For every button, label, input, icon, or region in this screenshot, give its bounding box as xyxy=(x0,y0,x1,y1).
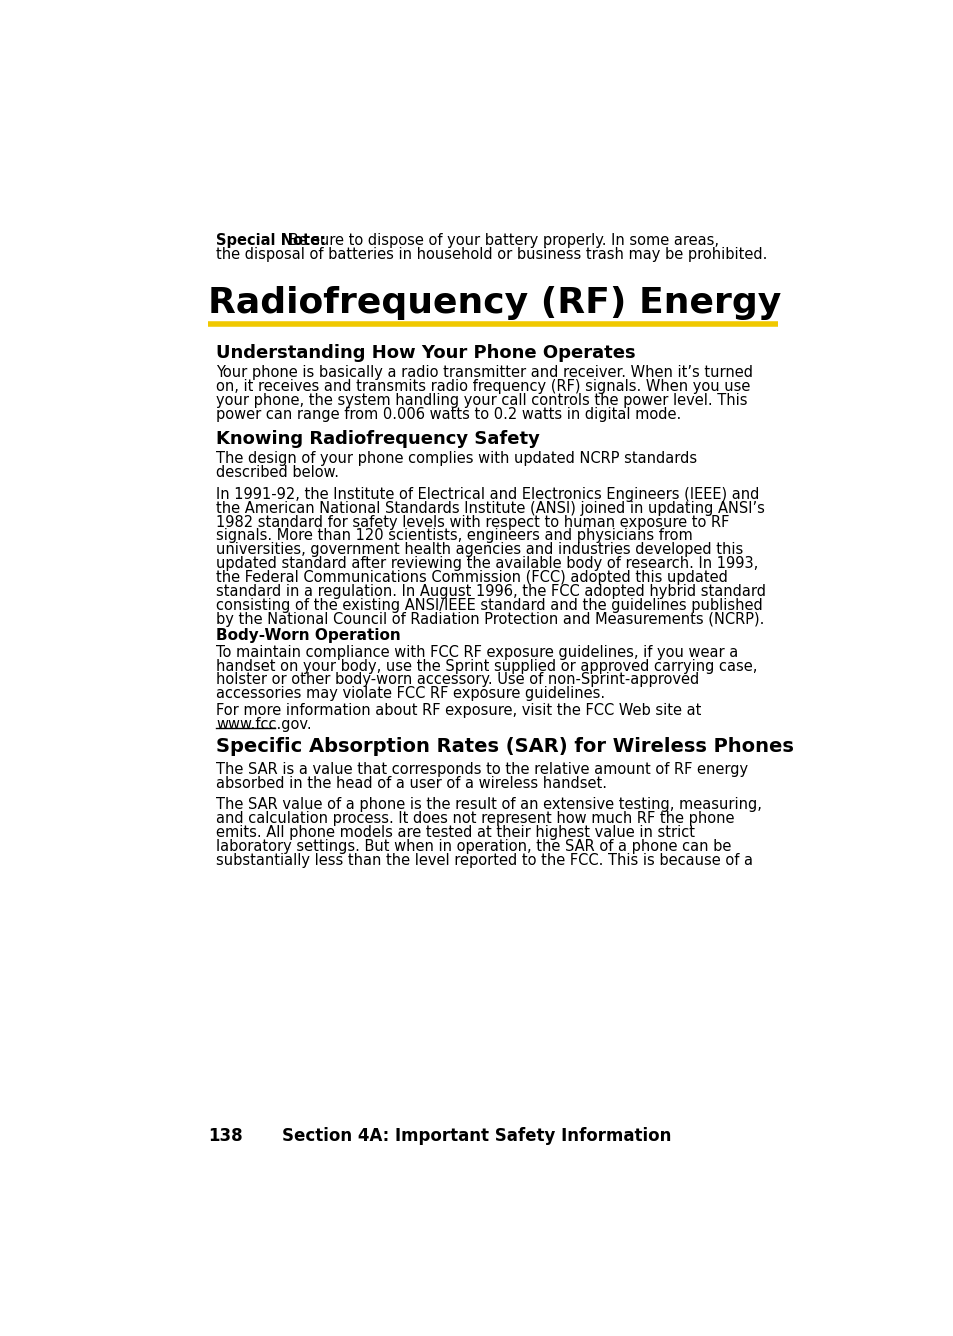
Text: updated standard after reviewing the available body of research. In 1993,: updated standard after reviewing the ava… xyxy=(216,556,758,570)
Text: handset on your body, use the Sprint supplied or approved carrying case,: handset on your body, use the Sprint sup… xyxy=(216,659,757,673)
Text: 1982 standard for safety levels with respect to human exposure to RF: 1982 standard for safety levels with res… xyxy=(216,514,729,529)
Text: universities, government health agencies and industries developed this: universities, government health agencies… xyxy=(216,542,742,557)
Text: Be sure to dispose of your battery properly. In some areas,: Be sure to dispose of your battery prope… xyxy=(284,234,719,248)
Text: laboratory settings. But when in operation, the SAR of a phone can be: laboratory settings. But when in operati… xyxy=(216,839,731,854)
Text: absorbed in the head of a user of a wireless handset.: absorbed in the head of a user of a wire… xyxy=(216,776,606,791)
Text: Section 4A: Important Safety Information: Section 4A: Important Safety Information xyxy=(282,1126,671,1145)
Text: the American National Standards Institute (ANSI) joined in updating ANSI’s: the American National Standards Institut… xyxy=(216,501,764,516)
Text: Knowing Radiofrequency Safety: Knowing Radiofrequency Safety xyxy=(216,430,539,448)
Text: described below.: described below. xyxy=(216,465,338,480)
Text: The SAR value of a phone is the result of an extensive testing, measuring,: The SAR value of a phone is the result o… xyxy=(216,798,761,812)
Text: by the National Council of Radiation Protection and Measurements (NCRP).: by the National Council of Radiation Pro… xyxy=(216,612,763,627)
Text: your phone, the system handling your call controls the power level. This: your phone, the system handling your cal… xyxy=(216,393,747,407)
Text: www.fcc.gov.: www.fcc.gov. xyxy=(216,717,312,732)
Text: 138: 138 xyxy=(208,1126,243,1145)
Text: power can range from 0.006 watts to 0.2 watts in digital mode.: power can range from 0.006 watts to 0.2 … xyxy=(216,406,680,422)
Text: Radiofrequency (RF) Energy: Radiofrequency (RF) Energy xyxy=(208,286,781,319)
Text: substantially less than the level reported to the FCC. This is because of a: substantially less than the level report… xyxy=(216,852,752,867)
Text: Understanding How Your Phone Operates: Understanding How Your Phone Operates xyxy=(216,343,635,362)
Text: signals. More than 120 scientists, engineers and physicians from: signals. More than 120 scientists, engin… xyxy=(216,528,692,544)
Text: In 1991-92, the Institute of Electrical and Electronics Engineers (IEEE) and: In 1991-92, the Institute of Electrical … xyxy=(216,486,759,502)
Text: consisting of the existing ANSI/IEEE standard and the guidelines published: consisting of the existing ANSI/IEEE sta… xyxy=(216,597,762,613)
Text: Your phone is basically a radio transmitter and receiver. When it’s turned: Your phone is basically a radio transmit… xyxy=(216,365,752,381)
Text: For more information about RF exposure, visit the FCC Web site at: For more information about RF exposure, … xyxy=(216,703,700,719)
Text: To maintain compliance with FCC RF exposure guidelines, if you wear a: To maintain compliance with FCC RF expos… xyxy=(216,645,738,660)
Text: emits. All phone models are tested at their highest value in strict: emits. All phone models are tested at th… xyxy=(216,824,695,840)
Text: the disposal of batteries in household or business trash may be prohibited.: the disposal of batteries in household o… xyxy=(216,247,767,262)
Text: standard in a regulation. In August 1996, the FCC adopted hybrid standard: standard in a regulation. In August 1996… xyxy=(216,584,765,599)
Text: Specific Absorption Rates (SAR) for Wireless Phones: Specific Absorption Rates (SAR) for Wire… xyxy=(216,737,793,756)
Text: the Federal Communications Commission (FCC) adopted this updated: the Federal Communications Commission (F… xyxy=(216,570,727,585)
Text: The SAR is a value that corresponds to the relative amount of RF energy: The SAR is a value that corresponds to t… xyxy=(216,762,747,776)
Text: holster or other body-worn accessory. Use of non-Sprint-approved: holster or other body-worn accessory. Us… xyxy=(216,672,699,687)
Text: Body-Worn Operation: Body-Worn Operation xyxy=(216,628,400,643)
Text: The design of your phone complies with updated NCRP standards: The design of your phone complies with u… xyxy=(216,452,697,466)
Text: accessories may violate FCC RF exposure guidelines.: accessories may violate FCC RF exposure … xyxy=(216,687,604,701)
Text: and calculation process. It does not represent how much RF the phone: and calculation process. It does not rep… xyxy=(216,811,734,826)
Text: Special Note:: Special Note: xyxy=(216,234,326,248)
Text: on, it receives and transmits radio frequency (RF) signals. When you use: on, it receives and transmits radio freq… xyxy=(216,379,750,394)
